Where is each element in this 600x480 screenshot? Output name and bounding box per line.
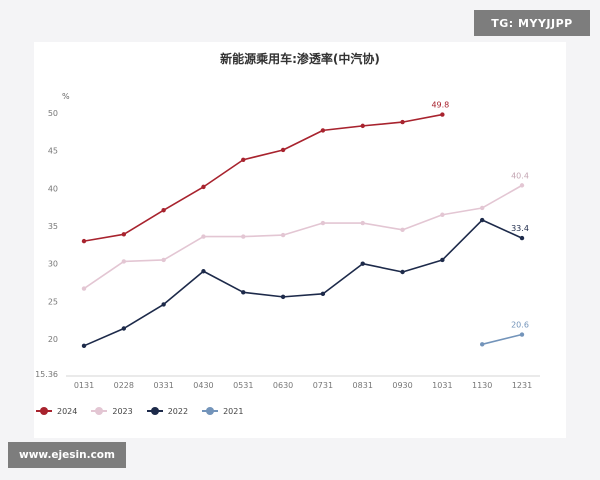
- y-tick-50: 50: [48, 109, 58, 118]
- point-2022-1130: [479, 217, 485, 223]
- point-2022-0630: [280, 294, 286, 300]
- x-tick-0131: 0131: [74, 381, 94, 390]
- point-2023-0930: [400, 227, 405, 233]
- point-2023-0831: [360, 220, 365, 226]
- point-2023-0430: [201, 234, 206, 239]
- legend-label-2021: 2021: [223, 406, 244, 416]
- series-line-2022: [83, 219, 523, 347]
- x-tick-0630: 0630: [273, 381, 293, 390]
- point-2024-0930: [400, 119, 405, 125]
- legend: 2024 2023 2022 2021: [36, 404, 243, 418]
- point-2022-0531: [241, 290, 246, 295]
- point-2023-0131: [81, 286, 87, 291]
- point-2024-0331: [161, 208, 166, 213]
- series-2022: [81, 217, 525, 349]
- series-2023: [81, 183, 525, 291]
- point-2023-1231: [519, 183, 525, 188]
- point-2023-1130: [479, 205, 485, 211]
- data-label-2024: 49.8: [431, 101, 449, 110]
- y-axis-ticks: 15.36 20 25 30 35 40 45 50: [35, 109, 58, 379]
- x-tick-0228: 0228: [114, 381, 134, 390]
- legend-swatch-2021: [202, 406, 219, 416]
- point-2022-0331: [161, 302, 166, 307]
- watermark-tg: TG: MYYJJPP: [474, 10, 590, 36]
- x-tick-1231: 1231: [512, 381, 532, 390]
- x-tick-0430: 0430: [193, 381, 213, 390]
- watermark-website: www.ejesin.com: [8, 442, 126, 468]
- y-axis-unit-label: %: [62, 92, 70, 101]
- x-tick-0531: 0531: [233, 381, 253, 390]
- x-axis: 0131 0228 0331 0430 0531 0630 0731 0831 0930 1031…: [66, 375, 540, 390]
- point-2023-0531: [241, 234, 246, 239]
- y-tick-35: 35: [48, 222, 58, 231]
- series-line-2024: [83, 113, 443, 242]
- point-2024-0228: [121, 232, 127, 237]
- x-tick-0831: 0831: [353, 381, 373, 390]
- point-2023-0228: [121, 259, 127, 264]
- data-label-2022: 33.4: [511, 224, 529, 233]
- legend-label-2022: 2022: [167, 406, 189, 416]
- chart-title: 新能源乘用车:渗透率(中汽协): [220, 52, 380, 66]
- legend-item-2021[interactable]: 2021: [202, 406, 243, 416]
- y-tick-30: 30: [48, 260, 58, 269]
- legend-label-2024: 2024: [57, 406, 78, 416]
- y-tick-40: 40: [48, 184, 58, 193]
- legend-label-2023: 2023: [112, 406, 133, 416]
- point-2022-0131: [81, 343, 87, 349]
- x-tick-1031: 1031: [432, 381, 452, 390]
- point-2022-0930: [400, 269, 405, 275]
- point-2024-0131: [81, 238, 87, 244]
- legend-item-2024[interactable]: 2024: [36, 406, 77, 416]
- legend-item-2022[interactable]: 2022: [146, 406, 189, 416]
- point-2023-0630: [280, 232, 286, 238]
- point-2024-0531: [241, 157, 246, 162]
- point-2022-1031: [440, 257, 445, 263]
- point-2024-0430: [201, 184, 206, 190]
- y-tick-45: 45: [48, 147, 58, 156]
- series-lines: [81, 112, 525, 349]
- series-2024: [81, 112, 445, 244]
- x-tick-0930: 0930: [392, 381, 412, 390]
- point-2023-0331: [161, 257, 166, 263]
- legend-swatch-2023: [91, 406, 108, 416]
- y-tick-25: 25: [48, 297, 58, 306]
- series-line-2021: [481, 333, 523, 346]
- x-tick-1130: 1130: [472, 381, 492, 390]
- point-2024-0731: [320, 128, 326, 133]
- data-label-2021: 20.6: [511, 321, 529, 330]
- point-2022-0831: [360, 261, 365, 266]
- series-2021: [479, 332, 525, 347]
- legend-swatch-2024: [36, 406, 52, 416]
- y-tick-15-36: 15.36: [35, 370, 58, 379]
- point-2023-0731: [320, 220, 326, 226]
- point-2022-1231: [519, 235, 525, 241]
- point-2021-1130: [479, 342, 485, 347]
- y-tick-20: 20: [48, 335, 58, 344]
- x-tick-0331: 0331: [153, 381, 173, 390]
- chart-card: [34, 42, 566, 438]
- point-2021-1231: [519, 332, 525, 337]
- legend-swatch-2022: [146, 406, 163, 416]
- point-2022-0731: [320, 291, 326, 297]
- point-2024-0630: [280, 147, 286, 153]
- point-2024-1031: [440, 112, 445, 117]
- data-labels: 49.8 40.4 33.4 20.6: [431, 101, 528, 330]
- point-2023-1031: [440, 212, 445, 217]
- data-label-2023: 40.4: [511, 171, 529, 180]
- x-tick-0731: 0731: [313, 381, 333, 390]
- point-2022-0430: [201, 269, 206, 274]
- point-2022-0228: [121, 326, 127, 331]
- legend-item-2023[interactable]: 2023: [91, 406, 133, 416]
- point-2024-0831: [360, 123, 365, 129]
- series-line-2023: [83, 184, 523, 290]
